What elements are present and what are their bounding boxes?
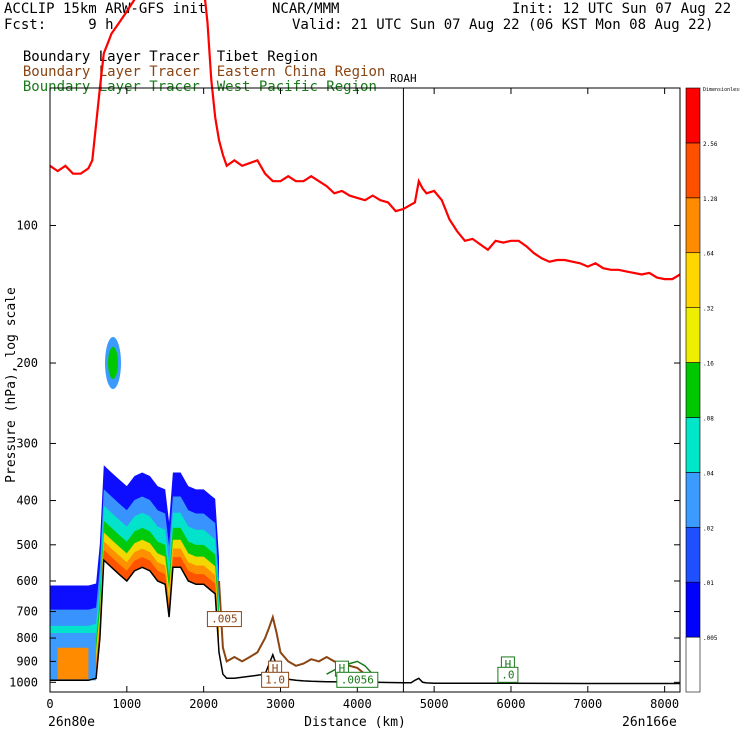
red-contour-line	[49, 0, 681, 281]
left-endpoint-label: 26n80e	[48, 715, 95, 730]
colorbar-swatch	[685, 472, 701, 528]
annotation-label: 1.0	[265, 673, 285, 686]
plot-frame	[49, 87, 681, 693]
y-tick-label: 900	[16, 654, 38, 668]
y-axis-label: Pressure (hPa), log scale	[4, 287, 19, 483]
annotation-label: .0056	[341, 673, 374, 686]
legend-entry-west-pacific: Boundary Layer Tracer West Pacific Regio…	[6, 65, 377, 95]
x-tick-label: 4000	[343, 697, 372, 711]
tibet-tracer-line	[50, 558, 680, 685]
colorbar-level-label: .04	[703, 470, 714, 477]
x-tick-label: 6000	[497, 697, 526, 711]
legend-entry-east-china: Boundary Layer Tracer Eastern China Regi…	[6, 50, 385, 80]
y-tick-label: 400	[16, 494, 38, 508]
y-tick-label: 1000	[9, 675, 38, 689]
annotation-label: H	[339, 662, 346, 675]
tracer-plume	[50, 337, 219, 681]
annotation-label: .0	[501, 668, 514, 681]
colorbar-swatch	[685, 636, 701, 693]
legend-region-west-pacific: West Pacific Region	[216, 79, 377, 95]
colorbar-swatch	[685, 581, 701, 638]
y-tick-label: 500	[16, 538, 38, 552]
plume-upper-blob-core	[108, 347, 118, 380]
annotation-box	[497, 666, 519, 683]
y-tick-label: 600	[16, 574, 38, 588]
colorbar-swatch	[685, 252, 701, 308]
x-axis: 0 1000 2000 3000 4000 5000 6000 7000 8000	[46, 88, 679, 711]
colorbar-swatch	[685, 197, 701, 254]
colorbar-level-label: .32	[703, 306, 714, 313]
y-tick-label: 200	[16, 356, 38, 370]
colorbar-swatch	[685, 307, 701, 363]
legend-prefix: Boundary Layer Tracer	[22, 79, 200, 95]
annotation-label: H	[272, 662, 279, 675]
y-tick-label: 800	[16, 631, 38, 645]
x-tick-label: 3000	[266, 697, 295, 711]
colorbar-swatch	[685, 362, 701, 418]
legend-region-east-china: Eastern China Region	[216, 64, 386, 80]
chart-lines	[49, 0, 681, 692]
east-china-tracer-line	[218, 580, 366, 675]
colorbar-level-label: .01	[703, 580, 714, 587]
header-line2-right: Valid: 21 UTC Sun 07 Aug 22 (06 KST Mon …	[292, 17, 714, 33]
colorbar-level-label: 2.56	[703, 141, 718, 148]
legend-prefix: Boundary Layer Tracer	[22, 49, 200, 65]
marker-label-roah: ROAH	[390, 72, 417, 85]
x-tick-label: 0	[46, 697, 53, 711]
legend-prefix: Boundary Layer Tracer	[22, 64, 200, 80]
right-endpoint-label: 26n166e	[622, 715, 677, 730]
annotation-box	[261, 671, 290, 688]
header-line1-mid: NCAR/MMM	[272, 1, 340, 17]
colorbar-level-label: .64	[703, 251, 714, 258]
y-axis: 100 200 300 400 500 600 700 800 900 1000	[9, 219, 680, 689]
colorbar-level-label: .16	[703, 361, 714, 368]
colorbar-level-label: 1.28	[703, 196, 718, 203]
colorbar-swatch	[685, 526, 701, 583]
x-tick-label: 7000	[573, 697, 602, 711]
colorbar-level-label: .02	[703, 525, 714, 532]
y-tick-label: 700	[16, 605, 38, 619]
x-tick-label: 5000	[420, 697, 449, 711]
x-axis-label: Distance (km)	[304, 715, 406, 730]
x-tick-label: 2000	[189, 697, 218, 711]
y-tick-label: 100	[16, 219, 38, 233]
annotation-box	[206, 611, 242, 628]
annotation-label: H	[505, 658, 512, 671]
colorbar-swatch	[685, 87, 701, 144]
colorbar-title: Dimensionless	[703, 87, 740, 93]
legend-region-tibet: Tibet Region	[216, 49, 318, 65]
x-tick-label: 8000	[650, 697, 679, 711]
y-tick-label: 300	[16, 436, 38, 450]
colorbar-level-label: .005	[703, 635, 718, 642]
colorbar-level-label: .08	[703, 415, 714, 422]
x-tick-label: 1000	[112, 697, 141, 711]
west-pacific-tracer-line	[326, 660, 374, 675]
header-line1-left: ACCLIP 15km ARW-GFS init	[4, 1, 207, 17]
plume-lowlevel-inner	[57, 647, 89, 680]
header-line2-left: Fcst: 9 h	[4, 17, 114, 33]
legend-entry-tibet: Boundary Layer Tracer Tibet Region	[6, 35, 318, 65]
colorbar-swatch	[685, 417, 701, 473]
annotation-box	[336, 671, 379, 688]
annotation-label: .005	[211, 613, 238, 626]
colorbar: .005 .01 .02 .04 .08 .16 .32 .64 1.28 2.56 Dimensi…	[685, 87, 740, 693]
colorbar-swatch	[685, 142, 701, 199]
header-line1-right: Init: 12 UTC Sun 07 Aug 22	[512, 1, 732, 17]
